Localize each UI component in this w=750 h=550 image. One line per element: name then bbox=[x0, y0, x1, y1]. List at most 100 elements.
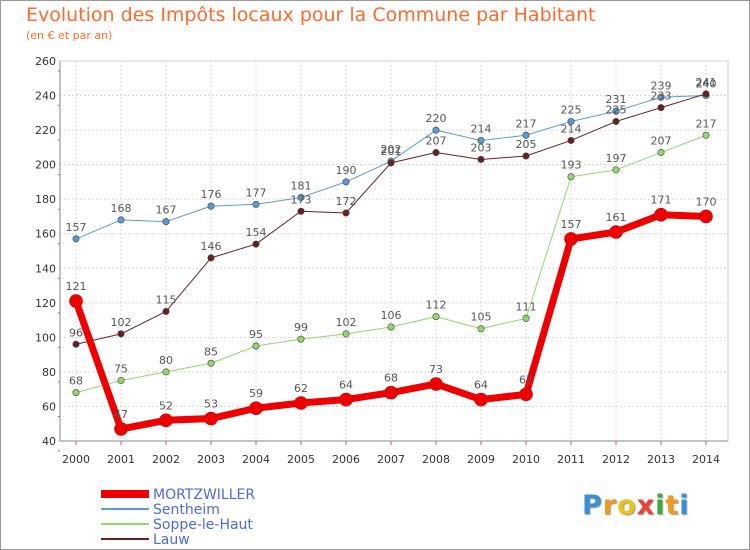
data-label: 64 bbox=[339, 379, 353, 392]
data-label: 52 bbox=[159, 399, 173, 412]
data-point bbox=[252, 200, 260, 208]
data-label: 170 bbox=[696, 195, 717, 208]
y-tick-label: 220 bbox=[35, 124, 56, 137]
x-tick-label: 2006 bbox=[332, 453, 360, 466]
data-point bbox=[342, 330, 350, 338]
data-label: 181 bbox=[291, 179, 312, 192]
data-point bbox=[114, 422, 128, 436]
data-label: 105 bbox=[471, 311, 492, 324]
data-label: 207 bbox=[426, 135, 447, 148]
data-label: 193 bbox=[561, 159, 582, 172]
data-point bbox=[339, 392, 353, 407]
data-point bbox=[159, 413, 173, 428]
data-point bbox=[72, 340, 80, 348]
data-label: 205 bbox=[516, 138, 537, 151]
y-tick-label: 100 bbox=[35, 331, 56, 344]
data-point bbox=[519, 387, 533, 402]
y-tick-label: 60 bbox=[42, 400, 56, 413]
data-point bbox=[297, 335, 305, 343]
legend-item: MORTZWILLER bbox=[101, 487, 255, 503]
data-label: 233 bbox=[651, 90, 672, 103]
data-label: 220 bbox=[426, 112, 447, 125]
x-tick-label: 2000 bbox=[62, 453, 90, 466]
chart-subtitle: (en € et par an) bbox=[26, 29, 113, 42]
data-label: 240 bbox=[696, 78, 717, 91]
data-point bbox=[207, 254, 215, 262]
legend-item: Sentheim bbox=[101, 502, 220, 518]
data-point bbox=[474, 392, 488, 407]
data-point bbox=[297, 193, 305, 201]
data-point bbox=[162, 307, 170, 315]
series-soppe-le-haut: 68 75 80 85 95 99 102 106 112 105 111 193 197 207 217 bbox=[69, 117, 717, 397]
data-point bbox=[252, 342, 260, 350]
data-point bbox=[117, 377, 125, 385]
logo-letter: x bbox=[636, 490, 656, 521]
data-point bbox=[702, 131, 710, 139]
data-label: 68 bbox=[69, 375, 83, 388]
data-label: 172 bbox=[336, 195, 357, 208]
data-point bbox=[567, 173, 575, 181]
data-point bbox=[432, 126, 440, 134]
data-point bbox=[72, 235, 80, 243]
x-tick-label: 2009 bbox=[467, 453, 495, 466]
data-label: 176 bbox=[201, 188, 222, 201]
x-tick-label: 2004 bbox=[242, 453, 270, 466]
data-point bbox=[432, 149, 440, 157]
y-tick-label: 180 bbox=[35, 193, 56, 206]
chart-title: Evolution des Impôts locaux pour la Comm… bbox=[26, 4, 596, 26]
data-label: 225 bbox=[606, 103, 627, 116]
y-tick-label: 160 bbox=[35, 228, 56, 241]
data-point bbox=[567, 136, 575, 144]
data-point bbox=[117, 216, 125, 224]
y-tick-label: 140 bbox=[35, 262, 56, 275]
data-point bbox=[294, 396, 308, 410]
logo-letter: i bbox=[655, 490, 666, 521]
data-label: 225 bbox=[561, 103, 582, 116]
data-label: 201 bbox=[381, 145, 402, 158]
x-tick-label: 2011 bbox=[557, 453, 585, 466]
legend-label: Lauw bbox=[153, 532, 190, 548]
data-label: 197 bbox=[606, 152, 627, 165]
data-label: 68 bbox=[384, 372, 398, 385]
proxiti-logo: Proxiti bbox=[582, 490, 690, 521]
data-point bbox=[612, 107, 620, 115]
data-point bbox=[654, 207, 668, 222]
data-label: 171 bbox=[651, 194, 672, 207]
data-label: 53 bbox=[204, 398, 218, 411]
data-label: 214 bbox=[471, 122, 492, 135]
x-tick-label: 2007 bbox=[377, 453, 405, 466]
data-label: 190 bbox=[336, 164, 357, 177]
data-point bbox=[387, 159, 395, 167]
data-label: 47 bbox=[114, 408, 128, 421]
data-label: 146 bbox=[201, 240, 222, 253]
data-point bbox=[429, 377, 443, 391]
x-tick-label: 2012 bbox=[602, 453, 630, 466]
data-point bbox=[657, 93, 665, 101]
data-point bbox=[162, 368, 170, 376]
data-point bbox=[702, 90, 710, 98]
data-label: 214 bbox=[561, 122, 582, 135]
legend-label: Soppe-le-Haut bbox=[153, 517, 253, 533]
data-label: 115 bbox=[156, 293, 177, 306]
legend-label: Sentheim bbox=[153, 502, 220, 518]
data-point bbox=[249, 401, 263, 415]
y-tick-label: 200 bbox=[35, 159, 56, 172]
data-point bbox=[609, 225, 623, 239]
data-point bbox=[207, 202, 215, 210]
data-label: 207 bbox=[651, 135, 672, 148]
data-label: 121 bbox=[66, 280, 87, 293]
data-label: 241 bbox=[696, 76, 717, 89]
data-point bbox=[162, 218, 170, 226]
data-label: 64 bbox=[474, 379, 488, 392]
data-label: 85 bbox=[204, 345, 218, 358]
logo-letter: r bbox=[602, 490, 618, 521]
series-mortzwiller: 121 47 52 53 59 62 64 68 73 64 67 157 161 171 170 bbox=[66, 194, 717, 436]
data-point bbox=[522, 131, 530, 139]
logo-letter: t bbox=[665, 490, 680, 521]
data-label: 99 bbox=[294, 321, 308, 334]
data-label: 67 bbox=[519, 373, 533, 386]
data-label: 168 bbox=[111, 202, 132, 215]
